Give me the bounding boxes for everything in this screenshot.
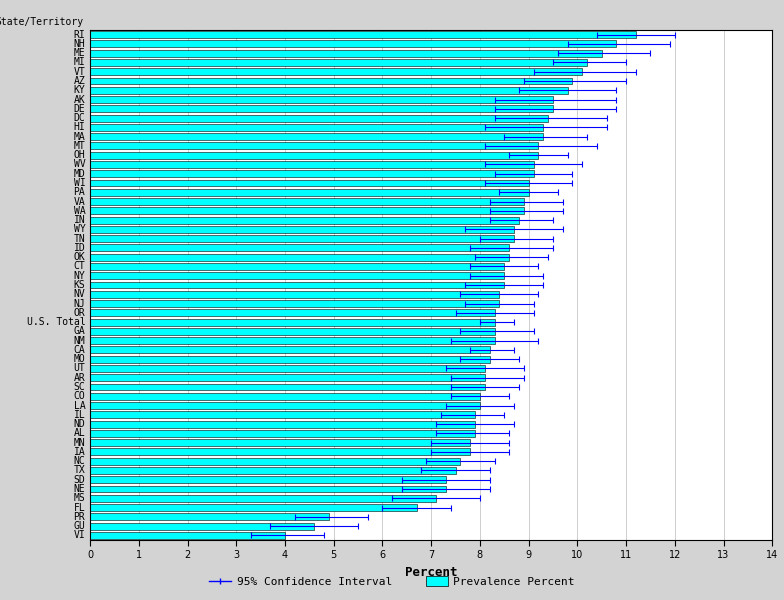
Bar <box>90 133 543 140</box>
Bar <box>90 179 528 187</box>
Bar <box>90 142 539 149</box>
Bar <box>90 328 495 335</box>
Bar <box>90 319 495 326</box>
Bar <box>90 281 504 289</box>
Bar <box>90 106 553 112</box>
Legend: 95% Confidence Interval, Prevalence Percent: 95% Confidence Interval, Prevalence Perc… <box>205 572 579 592</box>
Bar <box>90 337 495 344</box>
Bar <box>90 77 572 85</box>
Bar <box>90 430 475 437</box>
Bar <box>90 96 553 103</box>
Bar <box>90 217 519 224</box>
Bar <box>90 291 499 298</box>
Bar <box>90 170 533 177</box>
Bar <box>90 495 436 502</box>
Bar <box>90 263 504 270</box>
Bar <box>90 476 446 483</box>
Bar <box>90 448 470 455</box>
Bar <box>90 31 636 38</box>
X-axis label: Percent: Percent <box>405 566 457 579</box>
Bar <box>90 189 528 196</box>
Text: State/Territory: State/Territory <box>0 17 83 28</box>
Bar <box>90 458 460 464</box>
Bar <box>90 504 416 511</box>
Bar <box>90 439 470 446</box>
Bar <box>90 124 543 131</box>
Bar <box>90 208 524 214</box>
Bar <box>90 68 583 75</box>
Bar <box>90 115 548 122</box>
Bar <box>90 393 480 400</box>
Bar <box>90 523 314 530</box>
Bar <box>90 161 533 168</box>
Bar <box>90 272 504 279</box>
Bar <box>90 300 499 307</box>
Bar <box>90 254 509 260</box>
Bar <box>90 198 524 205</box>
Bar <box>90 244 509 251</box>
Bar <box>90 514 329 520</box>
Bar <box>90 485 446 493</box>
Bar <box>90 467 456 474</box>
Bar <box>90 532 285 539</box>
Bar <box>90 402 480 409</box>
Bar <box>90 383 485 391</box>
Bar <box>90 421 475 428</box>
Bar <box>90 356 490 362</box>
Bar <box>90 374 485 381</box>
Bar <box>90 235 514 242</box>
Bar <box>90 40 616 47</box>
Bar <box>90 365 485 372</box>
Bar <box>90 152 539 158</box>
Bar <box>90 59 587 66</box>
Bar <box>90 346 490 353</box>
Bar <box>90 87 568 94</box>
Bar <box>90 50 602 56</box>
Bar <box>90 310 495 316</box>
Bar <box>90 226 514 233</box>
Bar <box>90 412 475 418</box>
